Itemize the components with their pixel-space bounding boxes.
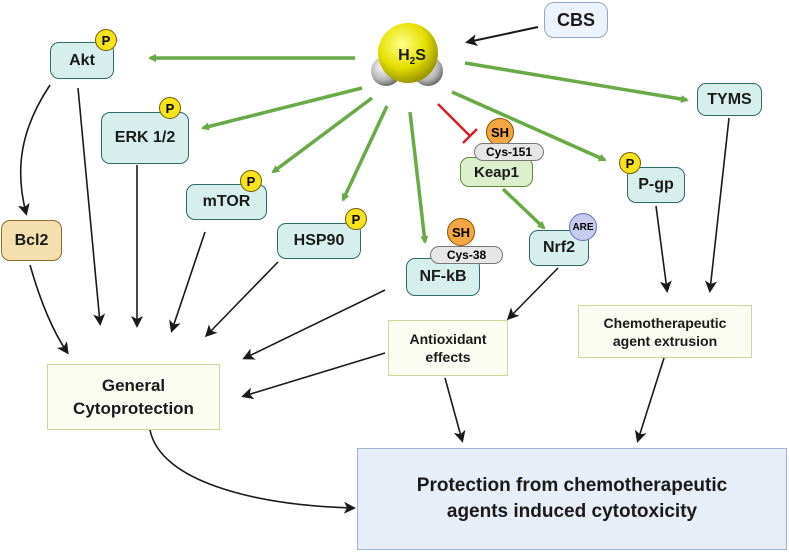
arrow-h2s-mtor bbox=[271, 96, 374, 174]
arrow-nfkb-general bbox=[242, 289, 386, 360]
mtor-phospho-badge: P bbox=[240, 170, 262, 192]
arrow-cbs-h2s bbox=[465, 26, 539, 46]
arrow-keap1-nrf2 bbox=[501, 187, 546, 230]
erk-node: ERK 1/2 bbox=[101, 112, 189, 164]
akt-phospho-badge: P bbox=[95, 29, 117, 51]
arrow-bcl2-general bbox=[29, 264, 69, 355]
downstream-arrows bbox=[17, 84, 730, 514]
erk-phospho-badge: P bbox=[159, 97, 181, 119]
nrf2-are-badge: ARE bbox=[569, 213, 597, 241]
arrow-h2s-pgp bbox=[451, 90, 607, 162]
arrow-nrf2-antiox bbox=[506, 267, 559, 321]
nrf2-node: Nrf2 bbox=[529, 230, 589, 266]
inhibition-h2s-keap1 bbox=[437, 103, 478, 144]
arrow-general-protection bbox=[149, 429, 356, 514]
arrow-h2s-tyms bbox=[464, 61, 689, 103]
pgp-node: P-gp bbox=[627, 167, 685, 203]
arrow-mtor-general bbox=[169, 231, 206, 333]
arrow-akt-general bbox=[77, 87, 106, 326]
nfkb-node: NF-kB bbox=[406, 258, 480, 296]
bcl2-node: Bcl2 bbox=[1, 220, 62, 261]
arrow-pgp-chemo bbox=[655, 205, 672, 293]
nfkb-sh-badge: SH bbox=[447, 218, 475, 246]
chemo-extrusion-box: Chemotherapeutic agent extrusion bbox=[578, 305, 752, 358]
keap1-node: Keap1 bbox=[460, 157, 533, 187]
arrow-h2s-nfkb bbox=[408, 111, 429, 244]
protection-outcome-box: Protection from chemotherapeutic agents … bbox=[357, 448, 787, 550]
h2s-label: H2S bbox=[398, 47, 426, 68]
keap1-cys151-badge: Cys-151 bbox=[474, 143, 544, 161]
cbs-node: CBS bbox=[544, 2, 608, 38]
nfkb-cys38-badge: Cys-38 bbox=[430, 246, 503, 264]
antioxidant-effects-box: Antioxidant effects bbox=[388, 320, 508, 376]
general-cytoprotection-box: General Cytoprotection bbox=[47, 364, 220, 430]
pgp-phospho-badge: P bbox=[619, 152, 641, 174]
arrow-akt-bcl2 bbox=[17, 84, 51, 216]
h2s-molecule-icon bbox=[371, 23, 443, 86]
arrow-h2s-erk bbox=[201, 86, 363, 131]
hsp90-phospho-badge: P bbox=[345, 208, 367, 230]
arrow-antiox-general bbox=[241, 352, 386, 400]
arrow-tyms-chemo bbox=[705, 117, 730, 293]
hsp90-node: HSP90 bbox=[277, 223, 361, 259]
arrow-chemo-protection bbox=[635, 357, 665, 443]
tyms-node: TYMS bbox=[697, 83, 762, 116]
activation-arrows bbox=[148, 54, 689, 244]
arrow-hsp90-general bbox=[204, 261, 279, 338]
keap1-sh-badge: SH bbox=[486, 118, 514, 146]
arrow-antiox-protection bbox=[444, 377, 466, 443]
arrow-h2s-hsp90 bbox=[341, 105, 389, 202]
